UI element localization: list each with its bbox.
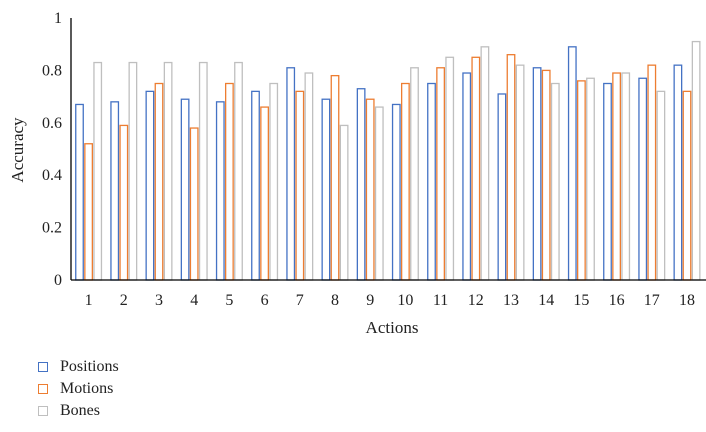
- bar-motions-14: [541, 69, 551, 281]
- y-tick-label: 0.2: [42, 220, 62, 237]
- legend-label-motions: Motions: [60, 380, 114, 397]
- y-tick-label: 0.6: [42, 115, 62, 132]
- y-axis-title: Accuracy: [8, 117, 27, 183]
- x-tick-label: 15: [573, 292, 589, 309]
- y-axis-ticks: 0 0.2 0.4 0.6 0.8 1: [42, 10, 62, 289]
- legend-item-motions: Motions: [38, 378, 119, 400]
- bar-bones-16: [621, 72, 631, 281]
- bar-bones-9: [374, 106, 384, 281]
- bar-positions-4: [180, 98, 190, 281]
- legend-swatch-bones: [38, 406, 48, 416]
- bar-positions-9: [356, 88, 366, 281]
- bar-motions-9: [365, 98, 375, 281]
- bar-positions-5: [215, 101, 225, 281]
- bar-bones-11: [445, 56, 455, 281]
- y-tick-label: 0.8: [42, 62, 62, 79]
- bar-positions-15: [567, 46, 577, 281]
- bar-bones-6: [269, 82, 279, 281]
- legend-item-positions: Positions: [38, 356, 119, 378]
- x-tick-label: 7: [296, 292, 304, 309]
- bar-bones-14: [550, 82, 560, 281]
- x-tick-label: 2: [120, 292, 128, 309]
- bar-positions-18: [673, 64, 683, 281]
- bar-bones-12: [480, 46, 490, 281]
- bar-bones-2: [128, 61, 138, 281]
- bar-motions-12: [471, 56, 481, 281]
- bar-bones-5: [234, 61, 243, 281]
- legend-swatch-positions: [38, 362, 48, 372]
- bar-positions-2: [110, 101, 120, 281]
- x-tick-label: 1: [85, 292, 93, 309]
- bar-bones-18: [691, 40, 701, 281]
- bar-motions-17: [647, 64, 657, 281]
- x-tick-label: 6: [261, 292, 269, 309]
- bars-layer: [75, 40, 701, 281]
- x-tick-label: 13: [503, 292, 519, 309]
- legend-label-bones: Bones: [60, 402, 100, 419]
- bar-motions-7: [295, 90, 305, 281]
- bar-bones-15: [586, 77, 595, 281]
- bar-positions-10: [391, 103, 401, 281]
- x-tick-label: 14: [538, 292, 554, 309]
- bar-bones-13: [515, 64, 525, 281]
- bar-bones-17: [656, 90, 666, 281]
- x-tick-label: 10: [397, 292, 413, 309]
- bar-positions-14: [532, 67, 542, 281]
- bar-motions-1: [84, 143, 93, 281]
- bar-motions-16: [612, 72, 621, 281]
- legend: Positions Motions Bones: [38, 356, 119, 422]
- bar-motions-15: [577, 80, 586, 281]
- x-tick-label: 5: [225, 292, 233, 309]
- bar-positions-8: [321, 98, 331, 281]
- bar-positions-11: [427, 82, 436, 281]
- bar-motions-13: [506, 54, 516, 281]
- bar-positions-7: [286, 67, 296, 281]
- bar-motions-5: [224, 82, 234, 281]
- bar-positions-6: [251, 90, 260, 281]
- bar-bones-3: [163, 61, 173, 281]
- bar-motions-18: [682, 90, 692, 281]
- bar-motions-6: [260, 106, 270, 281]
- bar-bones-1: [93, 61, 103, 281]
- legend-label-positions: Positions: [60, 358, 119, 375]
- bar-motions-2: [119, 124, 129, 281]
- x-tick-label: 3: [155, 292, 163, 309]
- bar-motions-3: [154, 82, 164, 281]
- x-tick-label: 4: [190, 292, 198, 309]
- bar-motions-4: [189, 127, 199, 281]
- y-tick-label: 0.4: [42, 167, 62, 184]
- x-tick-label: 9: [366, 292, 374, 309]
- bar-bones-4: [198, 61, 208, 281]
- legend-item-bones: Bones: [38, 400, 119, 422]
- bar-positions-1: [75, 103, 84, 281]
- bar-bones-8: [339, 124, 349, 281]
- bar-motions-8: [330, 74, 340, 281]
- y-tick-label: 0: [54, 272, 62, 289]
- bar-positions-16: [603, 82, 612, 281]
- x-tick-label: 12: [468, 292, 484, 309]
- x-tick-label: 16: [609, 292, 625, 309]
- bar-positions-13: [497, 93, 507, 281]
- bar-motions-11: [436, 67, 446, 281]
- bar-bones-7: [304, 72, 314, 281]
- x-tick-label: 11: [433, 292, 448, 309]
- bar-positions-17: [638, 77, 648, 281]
- x-axis-ticks: 1 2 3 4 5 6 7 8 9 10 11 12 13 14 15 16 17 18: [85, 292, 695, 309]
- y-tick-label: 1: [54, 10, 62, 27]
- x-tick-label: 18: [679, 292, 695, 309]
- bar-motions-10: [400, 82, 410, 281]
- x-axis-title: Actions: [366, 318, 419, 337]
- bar-positions-12: [462, 72, 472, 281]
- x-tick-label: 8: [331, 292, 339, 309]
- x-tick-label: 17: [644, 292, 660, 309]
- legend-swatch-motions: [38, 384, 48, 394]
- bar-positions-3: [145, 90, 155, 281]
- bar-bones-10: [410, 67, 419, 281]
